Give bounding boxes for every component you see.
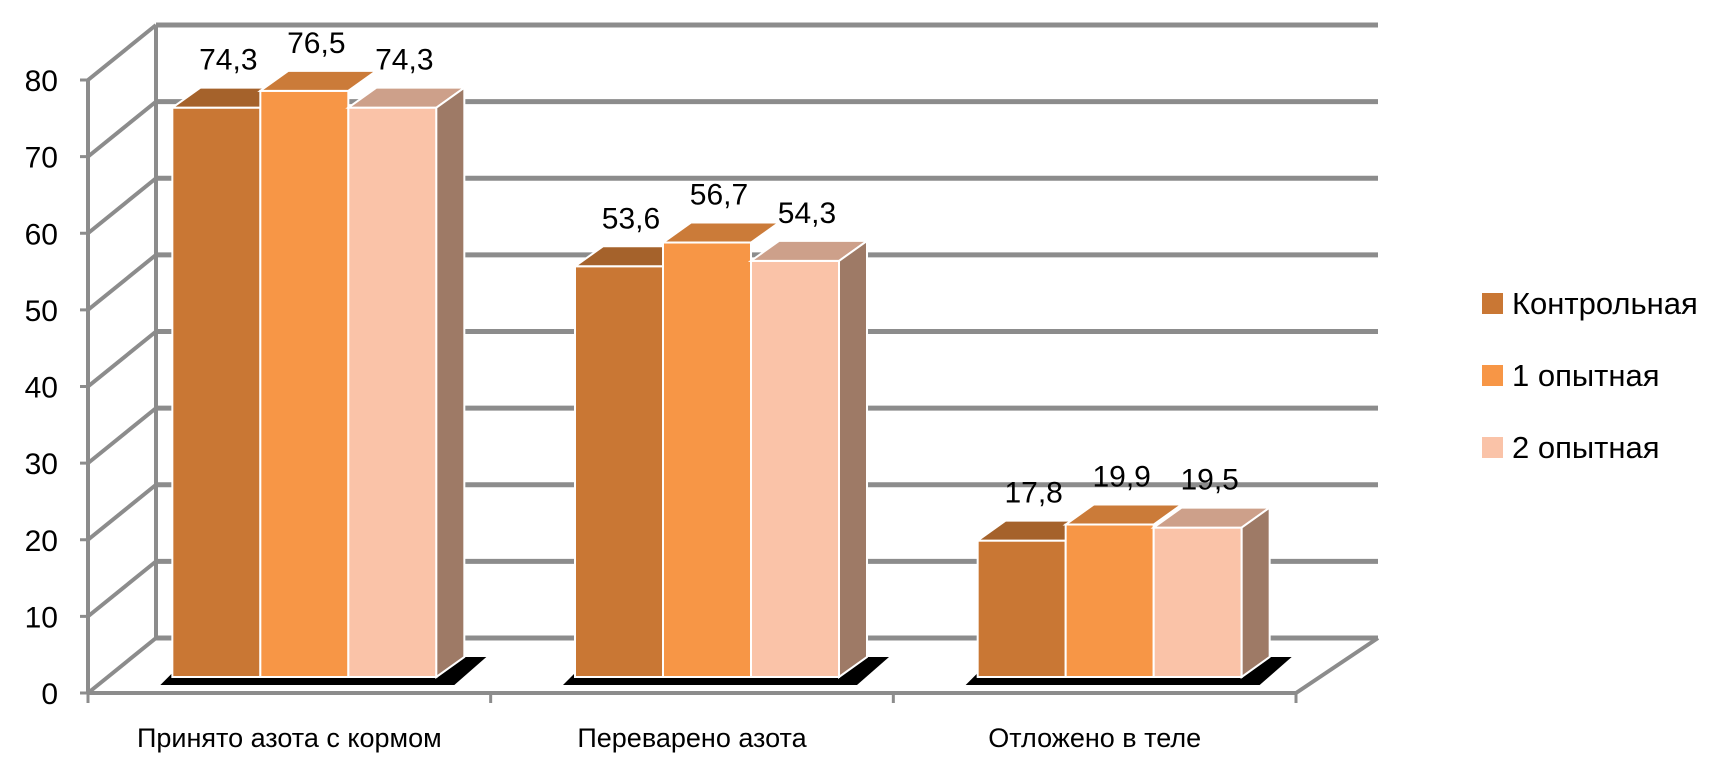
bar bbox=[659, 221, 783, 678]
gridline-depth bbox=[86, 176, 158, 235]
data-label: 54,3 bbox=[778, 197, 836, 230]
y-tick-label: 70 bbox=[25, 142, 58, 175]
gridline-depth bbox=[86, 253, 158, 312]
legend-swatch bbox=[1482, 293, 1503, 314]
category-label: Принято азота с кормом bbox=[137, 723, 442, 753]
y-tick-label: 20 bbox=[25, 525, 58, 558]
data-label: 53,6 bbox=[602, 202, 660, 235]
data-label: 19,5 bbox=[1180, 464, 1238, 497]
y-tick-label: 30 bbox=[25, 448, 58, 481]
bar-front bbox=[662, 241, 752, 678]
bar-front bbox=[574, 265, 664, 678]
bar bbox=[1062, 503, 1185, 678]
bar-front bbox=[976, 539, 1067, 678]
floor-right-edge bbox=[1294, 636, 1380, 695]
y-axis-ticks: 0 10 20 30 40 50 60 70 80 bbox=[25, 65, 58, 711]
bars bbox=[169, 69, 1273, 679]
legend-label: 1 опытная bbox=[1512, 358, 1660, 393]
gridline-depth bbox=[86, 636, 158, 695]
legend-label: 2 опытная bbox=[1512, 430, 1660, 465]
y-tick-label: 40 bbox=[25, 372, 58, 405]
gridline-depth bbox=[86, 406, 158, 465]
gridline-depth bbox=[86, 483, 158, 542]
bar-front bbox=[259, 89, 350, 679]
data-label: 74,3 bbox=[199, 44, 257, 77]
bar-front bbox=[750, 259, 840, 678]
legend-swatch bbox=[1482, 437, 1503, 458]
bar-top bbox=[1062, 503, 1185, 526]
bar-front bbox=[347, 106, 438, 678]
y-tick-label: 60 bbox=[25, 218, 58, 251]
gridline-depth bbox=[86, 100, 158, 159]
y-tick-label: 50 bbox=[25, 295, 58, 328]
gridline-depth bbox=[86, 23, 158, 82]
data-label: 19,9 bbox=[1092, 461, 1150, 494]
bar bbox=[1150, 505, 1273, 679]
y-tick-label: 0 bbox=[41, 678, 58, 711]
bar-top bbox=[257, 69, 380, 92]
bar bbox=[169, 86, 292, 678]
data-labels: 74,3 76,5 74,3 53,6 56,7 54,3 17,8 19,9 19,5 bbox=[199, 27, 1239, 510]
bar-front bbox=[1064, 523, 1155, 678]
bar-side bbox=[1240, 505, 1271, 679]
bar-side bbox=[838, 238, 868, 679]
x-axis: Принято азота с кормом Переварено азота От… bbox=[86, 691, 1298, 753]
bar-front bbox=[1152, 526, 1243, 678]
category-label: Переварено азота bbox=[577, 723, 807, 753]
bar-top bbox=[659, 221, 783, 244]
bar-front bbox=[171, 106, 262, 678]
legend-label: Контрольная bbox=[1512, 286, 1698, 321]
data-label: 17,8 bbox=[1004, 477, 1062, 510]
y-tick-label: 80 bbox=[25, 65, 58, 98]
gridline-depth bbox=[86, 329, 158, 389]
legend: Контрольная 1 опытная 2 опытная bbox=[1482, 286, 1698, 465]
legend-swatch bbox=[1482, 365, 1503, 386]
data-label: 74,3 bbox=[375, 44, 433, 77]
category-label: Отложено в теле bbox=[988, 723, 1201, 753]
bar bbox=[747, 238, 871, 679]
bar-side bbox=[435, 85, 466, 679]
data-label: 76,5 bbox=[287, 27, 345, 60]
bar bbox=[345, 85, 468, 679]
gridline-depth bbox=[86, 559, 158, 618]
data-label: 56,7 bbox=[690, 179, 748, 212]
y-tick-label: 10 bbox=[25, 601, 58, 634]
